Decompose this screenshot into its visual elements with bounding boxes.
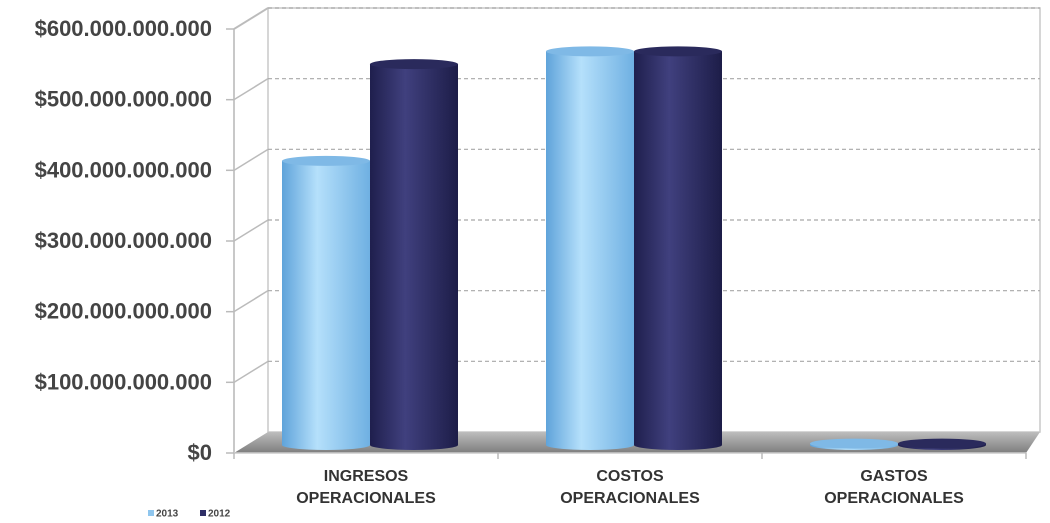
- bar: [634, 46, 722, 450]
- x-tick-label: GASTOS OPERACIONALES: [824, 468, 964, 507]
- y-tick-label: $100.000.000.000: [35, 369, 212, 394]
- y-axis: $0 $100.000.000.000 $200.000.000.000 $300.0…: [35, 16, 234, 465]
- bar: [810, 438, 898, 450]
- legend-item: 2013: [148, 509, 179, 520]
- gridline-side: [233, 78, 269, 101]
- bar-top: [634, 46, 722, 57]
- x-tick-label: COSTOS OPERACIONALES: [560, 468, 700, 507]
- x-tick-label: INGRESOS OPERACIONALES: [296, 468, 436, 507]
- bar-base: [546, 440, 634, 450]
- bar: [370, 59, 458, 450]
- bar-top: [546, 46, 634, 57]
- bar: [546, 46, 634, 450]
- gridline-side: [233, 148, 269, 171]
- gridline-side: [233, 360, 269, 383]
- bar-body: [546, 51, 634, 446]
- bar-top: [898, 438, 986, 449]
- gridline-side: [233, 290, 269, 313]
- bar-top: [282, 155, 370, 166]
- gridline-side: [233, 7, 269, 30]
- legend-swatch: [200, 510, 206, 516]
- bar: [282, 155, 370, 450]
- legend-swatch: [148, 510, 154, 516]
- bar-base: [370, 440, 458, 450]
- bar-base: [634, 440, 722, 450]
- y-tick-label: $200.000.000.000: [35, 299, 212, 324]
- y-tick-label: $500.000.000.000: [35, 87, 212, 112]
- bar-top: [370, 59, 458, 70]
- bar-body: [282, 160, 370, 446]
- legend-label: 2013: [156, 509, 179, 520]
- legend: 2013 2012: [148, 509, 231, 520]
- y-tick-label: $300.000.000.000: [35, 228, 212, 253]
- legend-label: 2012: [208, 509, 231, 520]
- bar: [898, 438, 986, 450]
- gridline-side: [233, 219, 269, 242]
- bars: [282, 46, 986, 450]
- bar-body: [370, 64, 458, 446]
- y-tick-label: $600.000.000.000: [35, 16, 212, 41]
- y-tick-label: $0: [188, 440, 212, 465]
- bar-base: [282, 440, 370, 450]
- bar-top: [810, 438, 898, 449]
- legend-item: 2012: [200, 509, 231, 520]
- x-axis: INGRESOS OPERACIONALES COSTOS OPERACIONALES…: [233, 453, 1027, 507]
- bar-body: [634, 51, 722, 446]
- y-tick-label: $400.000.000.000: [35, 157, 212, 182]
